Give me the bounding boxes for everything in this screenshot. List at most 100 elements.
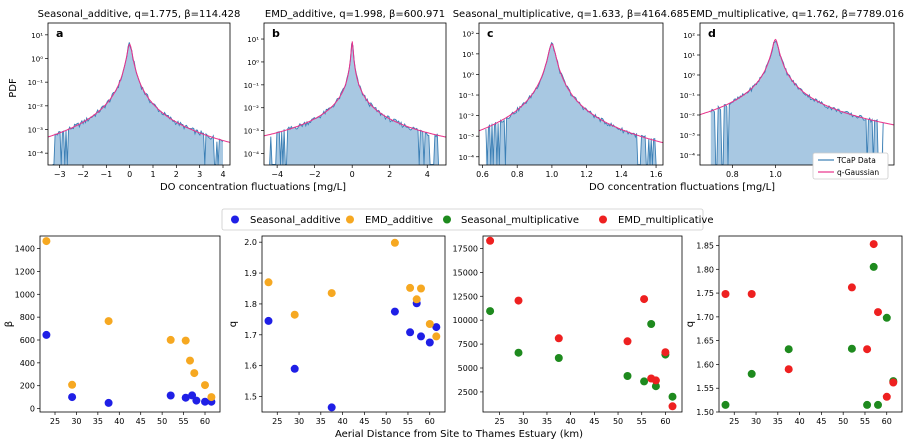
scatter-point bbox=[640, 377, 649, 386]
scatter-point bbox=[847, 283, 856, 292]
q-gaussian-fit bbox=[700, 38, 894, 126]
legend-marker-emd-multiplicative bbox=[599, 215, 607, 224]
x-tick-label: −2 bbox=[309, 170, 321, 179]
scatter-point bbox=[68, 393, 77, 402]
x-tick-label: 55 bbox=[860, 417, 870, 426]
scatter-point bbox=[668, 402, 677, 411]
q-gaussian-fit bbox=[264, 41, 446, 138]
y-tick-label: 17500 bbox=[453, 244, 478, 253]
y-tick-label: 1.70 bbox=[696, 313, 714, 322]
y-tick-label: 1.8 bbox=[244, 300, 257, 309]
y-axis-label: q bbox=[685, 321, 696, 327]
x-tick-label: 40 bbox=[566, 417, 576, 426]
legend-label-seasonal-additive: Seasonal_additive bbox=[250, 215, 341, 226]
legend-label-seasonal-multiplicative: Seasonal_multiplicative bbox=[461, 215, 579, 226]
scatter-point bbox=[412, 295, 421, 304]
scatter-point bbox=[42, 330, 51, 339]
panel-letter: d bbox=[708, 27, 716, 40]
y-tick-label: 10¹ bbox=[683, 52, 695, 60]
scatter-point bbox=[327, 403, 336, 412]
histogram-area bbox=[710, 40, 884, 165]
y-tick-label: 2.0 bbox=[244, 238, 257, 247]
legend-marker-seasonal-additive bbox=[231, 215, 239, 224]
y-tick-label: 0 bbox=[30, 405, 35, 414]
y-tick-label: 15000 bbox=[453, 268, 478, 277]
bottom-legend-box bbox=[221, 208, 704, 231]
y-tick-label: 10¹ bbox=[462, 51, 474, 59]
x-tick-label: 25 bbox=[494, 417, 504, 426]
x-tick-label: 45 bbox=[816, 417, 826, 426]
y-tick-label: 1.7 bbox=[244, 331, 257, 340]
x-tick-label: 30 bbox=[751, 417, 761, 426]
top-xlabel-left: DO concentration fluctuations [mg/L] bbox=[160, 182, 346, 193]
data-line bbox=[485, 41, 657, 165]
x-tick-label: 2 bbox=[387, 170, 392, 179]
y-tick-label: 10⁻³ bbox=[680, 132, 696, 140]
y-tick-label: 1.75 bbox=[696, 289, 714, 298]
legend-label-fit: q-Gaussian bbox=[837, 168, 879, 177]
scatter-point bbox=[417, 284, 425, 293]
scatter-point bbox=[390, 238, 399, 247]
y-tick-label: 1200 bbox=[15, 267, 35, 276]
y-tick-label: 800 bbox=[20, 313, 35, 322]
y-tick-label: 1.85 bbox=[696, 242, 714, 251]
scatter-point bbox=[847, 344, 856, 353]
panel-title: Seasonal_additive, q=1.775, β=114.428 bbox=[38, 9, 241, 20]
x-tick-label: 35 bbox=[93, 417, 103, 426]
x-tick-label: 4 bbox=[425, 170, 430, 179]
scatter-point bbox=[651, 376, 660, 385]
x-tick-label: 60 bbox=[882, 417, 892, 426]
y-tick-label: 10⁻² bbox=[459, 113, 475, 121]
y-tick-label: 1.55 bbox=[696, 384, 714, 393]
x-tick-label: 45 bbox=[136, 417, 146, 426]
y-tick-label: 10⁰ bbox=[462, 71, 474, 79]
x-tick-label: 30 bbox=[294, 417, 304, 426]
y-tick-label: 10⁻¹ bbox=[244, 82, 260, 90]
y-tick-label: 10⁻³ bbox=[459, 133, 475, 141]
scatter-point bbox=[406, 328, 415, 337]
x-tick-label: 0.6 bbox=[476, 170, 489, 179]
scatter-point bbox=[784, 345, 793, 354]
panel-title: EMD_additive, q=1.998, β=600.971 bbox=[265, 9, 445, 20]
scatter-point bbox=[882, 392, 891, 401]
x-tick-label: 0.8 bbox=[511, 170, 524, 179]
scatter-point bbox=[290, 364, 299, 373]
scatter-point bbox=[554, 354, 563, 362]
panel-letter: a bbox=[56, 27, 63, 40]
y-tick-label: 10² bbox=[683, 32, 695, 40]
y-tick-label: 10⁻³ bbox=[244, 128, 260, 136]
pdf-panel-c: 0.6 0.8 1.0 1.2 1.4 1.6 10⁻⁴ 10⁻³ 10⁻² 10⁻¹ 10⁰ 10¹… bbox=[453, 9, 690, 179]
scatter-point bbox=[181, 336, 190, 345]
scatter-point bbox=[882, 313, 891, 322]
x-tick-label: 25 bbox=[729, 417, 739, 426]
x-tick-label: 50 bbox=[838, 417, 848, 426]
y-tick-label: 10⁻¹ bbox=[680, 92, 696, 100]
scatter-point bbox=[661, 348, 670, 357]
y-tick-label: 10⁻³ bbox=[28, 127, 44, 135]
x-tick-label: 35 bbox=[316, 417, 326, 426]
legend-label-data: TCaP Data bbox=[836, 156, 876, 165]
scatter-point bbox=[425, 320, 434, 328]
x-tick-label: 40 bbox=[338, 417, 348, 426]
pdf-panel-a: −3 −2 −1 0 1 2 3 4 10⁻⁴ 10⁻³ 10⁻² 10⁻¹ 10⁰ 10¹ Seasona… bbox=[28, 9, 241, 179]
y-tick-label: 1.9 bbox=[244, 269, 257, 278]
scatter-point bbox=[747, 369, 756, 378]
scatter-point bbox=[264, 316, 273, 325]
x-tick-label: 0.8 bbox=[726, 170, 739, 179]
x-tick-label: 4 bbox=[220, 170, 225, 179]
q-gaussian-fit bbox=[48, 43, 230, 143]
x-tick-label: 55 bbox=[403, 417, 413, 426]
x-tick-label: 1 bbox=[150, 170, 155, 179]
panel-letter: c bbox=[487, 27, 494, 40]
scatter-panel-3: 25 30 35 40 45 50 55 60 2500 5000 7500 10000 12500 15… bbox=[453, 235, 683, 426]
y-tick-label: 200 bbox=[20, 382, 35, 391]
y-tick-label: 1.60 bbox=[696, 360, 714, 369]
x-tick-label: 40 bbox=[114, 417, 124, 426]
scatter-point bbox=[190, 369, 199, 378]
y-tick-label: 10¹ bbox=[31, 32, 43, 40]
top-legend: TCaP Data q-Gaussian bbox=[812, 152, 889, 180]
scatter-point bbox=[869, 262, 878, 271]
x-tick-label: 2 bbox=[174, 170, 179, 179]
x-tick-label: −4 bbox=[271, 170, 283, 179]
scatter-point bbox=[623, 372, 632, 380]
